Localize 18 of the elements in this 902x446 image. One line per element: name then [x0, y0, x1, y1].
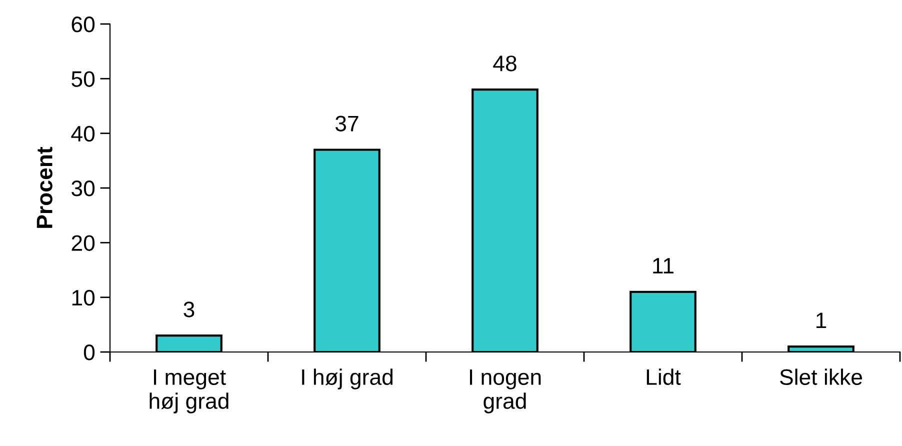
x-tick-label: Lidt: [646, 368, 681, 385]
data-label: 37: [335, 116, 358, 132]
y-tick-label: 10: [72, 290, 95, 306]
x-tick-label: I nogen grad: [470, 369, 541, 414]
y-tick-label: 50: [72, 71, 95, 87]
x-tick-label: I høj grad: [302, 368, 393, 390]
x-tick-label: Slet ikke: [780, 368, 862, 385]
x-tick-label: I meget høj grad: [150, 369, 228, 414]
data-label: 1: [816, 312, 826, 328]
y-tick-label: 30: [72, 180, 95, 196]
y-tick-label: 40: [71, 126, 95, 142]
y-axis-title: Procent: [36, 146, 52, 228]
data-label: 48: [493, 56, 516, 72]
y-tick-label: 20: [72, 235, 95, 251]
data-label: 3: [184, 302, 194, 318]
y-tick-label: 0: [84, 344, 95, 360]
y-tick-label: 60: [72, 16, 95, 32]
data-label: 11: [653, 258, 674, 274]
